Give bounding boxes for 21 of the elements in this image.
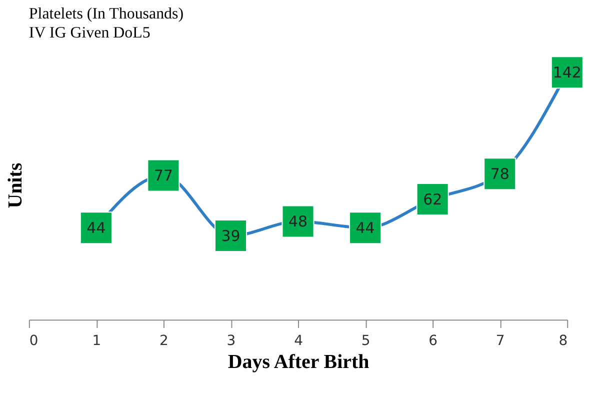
data-label: 142: [552, 63, 582, 82]
x-axis-title: Days After Birth: [228, 350, 370, 373]
data-label: 44: [356, 218, 375, 237]
data-label: 77: [154, 166, 173, 184]
data-label: 44: [86, 218, 106, 237]
x-tick-label: 6: [428, 332, 438, 349]
x-tick-label: 1: [92, 332, 102, 349]
x-tick-label: 8: [558, 332, 568, 349]
chart-title: Platelets (In Thousands): [28, 6, 184, 23]
x-tick-label: 4: [294, 332, 304, 349]
x-tick-label: 2: [160, 332, 168, 349]
x-tick-label: 3: [226, 332, 236, 349]
y-axis-title: Units: [4, 162, 26, 208]
x-tick-label: 5: [361, 332, 370, 349]
data-label: 78: [490, 164, 510, 183]
x-tick-label: 7: [496, 332, 505, 349]
data-label: 62: [423, 190, 442, 208]
data-label: 48: [288, 212, 308, 230]
data-label: 39: [221, 226, 240, 245]
x-tick-label: 0: [29, 332, 38, 349]
chart-subtitle: IV IG Given DoL5: [28, 24, 150, 42]
